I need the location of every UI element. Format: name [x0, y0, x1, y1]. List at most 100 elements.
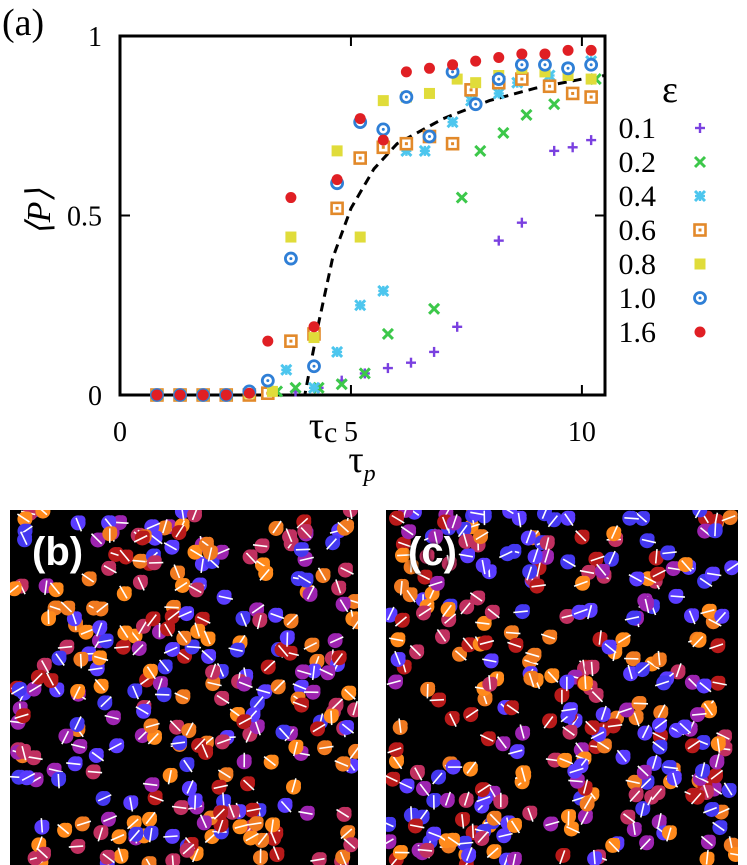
- velocity-arrow: [149, 795, 164, 802]
- velocity-arrow: [458, 841, 474, 845]
- particle: [557, 752, 574, 768]
- velocity-arrow: [175, 524, 185, 538]
- velocity-arrow: [505, 631, 521, 635]
- particle-lobe: [242, 676, 252, 686]
- particle: [323, 708, 339, 726]
- point-eps-0-6: [565, 86, 580, 101]
- velocity-arrow: [145, 722, 160, 729]
- velocity-arrow: [146, 614, 157, 627]
- particle-lobe: [432, 826, 442, 836]
- particle-lobe: [153, 790, 163, 800]
- velocity-arrow: [119, 549, 130, 562]
- velocity-arrow: [292, 701, 307, 708]
- particle: [628, 787, 644, 803]
- particle: [154, 687, 172, 703]
- point-eps-0-2: [548, 98, 561, 111]
- particle: [513, 604, 530, 620]
- point-eps-1-6: [400, 66, 412, 78]
- legend-title: ε: [662, 69, 678, 111]
- particle: [426, 826, 443, 842]
- point-eps-1-0: [376, 122, 391, 137]
- particle: [579, 795, 595, 812]
- velocity-arrow: [544, 548, 550, 563]
- particle-lobe: [170, 539, 180, 549]
- velocity-arrow: [481, 559, 486, 575]
- velocity-arrow: [48, 768, 64, 773]
- particle-lobe: [690, 674, 700, 684]
- particle-lobe: [204, 536, 214, 546]
- particle: [416, 781, 431, 797]
- particle: [721, 782, 737, 798]
- x-axis-label-sub: p: [362, 461, 376, 487]
- legend-label-0-4: 0.4: [619, 180, 657, 213]
- particle-lobe: [464, 533, 474, 543]
- velocity-arrow: [662, 551, 677, 555]
- velocity-arrow: [629, 790, 641, 803]
- particle-lobe: [607, 639, 617, 649]
- velocity-arrow: [692, 635, 704, 648]
- velocity-arrow: [386, 775, 398, 783]
- particle: [342, 510, 358, 520]
- marker-square: [285, 231, 297, 243]
- velocity-arrow: [398, 781, 413, 790]
- particle-lobe: [342, 806, 352, 816]
- particle: [268, 520, 284, 536]
- velocity-arrow: [57, 823, 70, 835]
- velocity-arrow: [517, 512, 522, 528]
- velocity-arrow: [326, 538, 337, 550]
- particle-lobe: [163, 659, 173, 669]
- particle-lobe: [261, 557, 270, 567]
- velocity-arrow: [74, 716, 82, 730]
- particle: [319, 665, 336, 681]
- velocity-arrow: [657, 704, 666, 718]
- particle-lobe: [138, 553, 148, 563]
- particle-lobe: [288, 529, 298, 539]
- particle: [455, 812, 470, 829]
- marker-square: [308, 332, 320, 344]
- velocity-arrow: [163, 835, 178, 838]
- velocity-arrow: [466, 761, 477, 774]
- point-eps-0-8: [585, 73, 597, 85]
- velocity-arrow: [406, 589, 416, 603]
- particle-lobe: [246, 776, 255, 786]
- particle: [99, 849, 115, 865]
- particle-lobe: [632, 822, 642, 831]
- particle: [445, 832, 461, 848]
- particle: [66, 610, 82, 627]
- velocity-arrow: [547, 671, 559, 683]
- particle: [131, 553, 148, 569]
- velocity-arrow: [186, 779, 194, 794]
- velocity-arrow: [138, 621, 147, 635]
- velocity-arrow: [194, 795, 197, 810]
- snapshot-panel-b: (b): [10, 510, 358, 865]
- particle: [439, 791, 455, 808]
- particle: [108, 738, 125, 754]
- marker-square: [585, 73, 597, 85]
- particle: [100, 811, 118, 827]
- particle: [194, 611, 211, 627]
- particle: [544, 668, 560, 684]
- critical-tau-main: τ: [309, 405, 324, 447]
- marker-square: [539, 66, 551, 78]
- velocity-arrow: [217, 769, 231, 779]
- particle: [473, 529, 489, 545]
- particle: [507, 637, 524, 653]
- particle: [390, 650, 406, 667]
- velocity-arrow: [291, 778, 297, 793]
- particle: [713, 804, 730, 820]
- marker-dot: [470, 55, 482, 67]
- particle-lobe: [341, 756, 351, 766]
- particle-lobe: [166, 621, 176, 631]
- velocity-arrow: [21, 746, 27, 761]
- particle-lobe: [260, 538, 270, 548]
- velocity-arrow: [341, 723, 355, 734]
- particle: [594, 563, 610, 579]
- data-points: [150, 44, 602, 402]
- velocity-arrow: [519, 724, 525, 739]
- particle: [181, 779, 197, 796]
- particle: [639, 835, 655, 851]
- particle: [452, 646, 467, 662]
- point-eps-1-6: [174, 389, 186, 401]
- particle: [523, 670, 539, 687]
- particle-lobe: [87, 571, 97, 581]
